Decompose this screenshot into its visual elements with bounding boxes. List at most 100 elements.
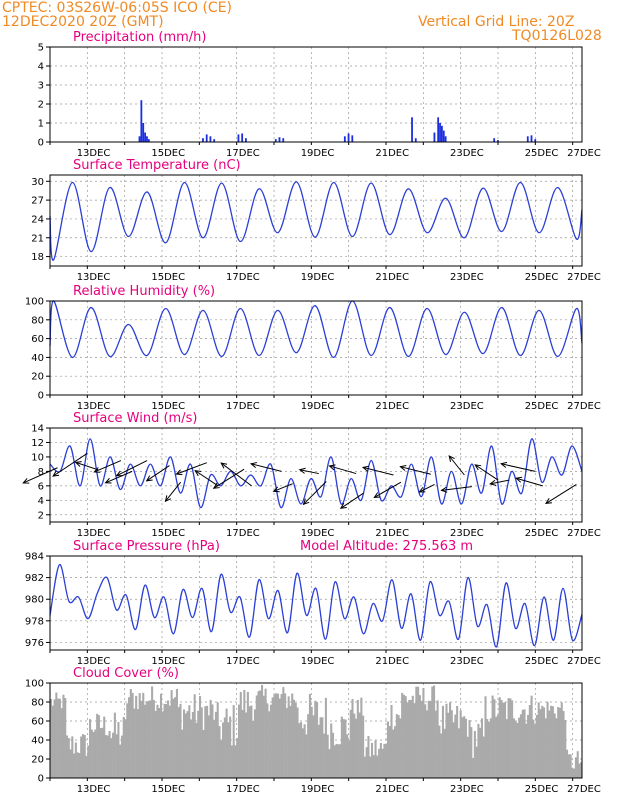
cloud-bar [197, 710, 200, 778]
wind-arrow-head [212, 482, 220, 489]
wind-arrow-head [302, 498, 310, 506]
x-tick-label: 13DEC [77, 656, 111, 667]
cloud-bar [564, 719, 567, 778]
wind-arrow [516, 477, 543, 487]
cloud-bar [269, 704, 272, 778]
wind-arrow [340, 492, 364, 509]
cloud-bar [161, 711, 164, 778]
cloud-bar [512, 718, 515, 778]
wind-arrow-head [440, 486, 448, 493]
cloud-bar [457, 728, 460, 778]
cloud-bar [330, 723, 333, 778]
grid-note-label: Vertical Grid Line: 20Z [418, 14, 575, 30]
y-tick-label: 0 [38, 391, 44, 402]
cloud-bar [170, 690, 173, 778]
cloud-bar [234, 745, 237, 778]
wind-arrow [105, 470, 133, 484]
cloud-bar [385, 744, 388, 778]
x-tick-label: 21DEC [375, 656, 409, 667]
cloud-bar [399, 718, 402, 778]
y-tick-label: 976 [25, 638, 44, 649]
cloud-bar [571, 767, 574, 778]
cloud-bar [541, 705, 544, 778]
cloud-bar [331, 732, 335, 778]
cloud-bar [429, 700, 432, 778]
precip-bar [343, 136, 346, 142]
cloud-bar [386, 721, 390, 778]
cloud-bar [246, 691, 249, 778]
cloud-bar [145, 701, 148, 778]
cloud-bar [193, 694, 196, 778]
wind-arrow-head [545, 498, 553, 505]
cloud-bar [514, 720, 517, 778]
x-tick-label: 23DEC [450, 656, 484, 667]
cloud-bar [578, 763, 581, 778]
cloud-bar [344, 719, 347, 778]
cloud-bar [236, 737, 239, 778]
cloud-bar [152, 700, 155, 778]
precip-bar [205, 134, 208, 142]
cloud-bar [349, 709, 352, 778]
y-tick-label: 982 [25, 573, 44, 584]
wind-arrow [474, 464, 499, 481]
cloud-bar [207, 715, 210, 778]
cloud-bar [138, 693, 141, 778]
cloud-bar [151, 686, 154, 778]
wind-arrow [220, 462, 252, 487]
x-tick-label: 17DEC [226, 401, 260, 412]
precip-bar [442, 130, 445, 142]
cloud-bar [174, 697, 177, 778]
precip-bar [530, 135, 533, 142]
cloud-bar [395, 714, 398, 778]
cloud-bar [353, 713, 356, 778]
cloud-bar [140, 700, 143, 778]
x-tick-label: 21DEC [375, 401, 409, 412]
cloud-bar [202, 729, 205, 778]
cloud-bar [468, 720, 471, 778]
cloud-bar [495, 716, 498, 778]
wind-arrow-head [220, 462, 228, 469]
cloud-bar [406, 702, 409, 778]
cloud-bar [115, 734, 118, 778]
wind-arrow [362, 466, 394, 476]
y-tick-label: 4 [38, 496, 44, 507]
cloud-bar [262, 695, 265, 778]
x-tick-label: 19DEC [301, 528, 335, 539]
cloud-bar [509, 698, 512, 778]
cloud-bar [402, 694, 405, 778]
cloud-bar [69, 749, 72, 778]
cloud-bar [257, 691, 260, 778]
cloud-bar [528, 704, 531, 778]
cloud-bar [287, 696, 290, 778]
cloud-bar [367, 735, 370, 778]
cloud-bar [167, 700, 170, 778]
cloud-bar [567, 754, 570, 778]
cloud-bar [163, 703, 166, 778]
cloud-bar [555, 718, 558, 778]
cloud-bar [525, 723, 528, 778]
cloud-bar [346, 734, 349, 778]
cloud-bar [518, 717, 521, 778]
wind-arrow [374, 481, 402, 498]
cloud-bar [64, 698, 67, 778]
cloud-bar [433, 685, 436, 778]
cloud-bar [550, 705, 553, 778]
cloud-bar [284, 693, 287, 778]
cloud-bar [546, 701, 549, 778]
cloud-bar [558, 707, 562, 778]
cloud-bar [411, 695, 414, 778]
cloud-bar [119, 744, 122, 778]
y-tick-label: 0 [38, 138, 44, 149]
precip-bar [138, 136, 141, 142]
panel-1: Precipitation (mm/h) 0 1 2 3 4 5 13DEC 15DEC 17DE… [38, 30, 601, 159]
cloud-bar [358, 712, 361, 778]
cloud-bar [147, 700, 150, 778]
cloud-bar [326, 734, 329, 778]
wind-arrow-head [175, 469, 183, 476]
cloud-bar [409, 699, 413, 778]
wind-arrow-head [194, 470, 202, 477]
cloud-bar [486, 719, 489, 778]
cloud-bar [401, 692, 404, 778]
wind-arrow-head [515, 476, 523, 483]
x-tick-label: 27DEC [567, 528, 601, 539]
